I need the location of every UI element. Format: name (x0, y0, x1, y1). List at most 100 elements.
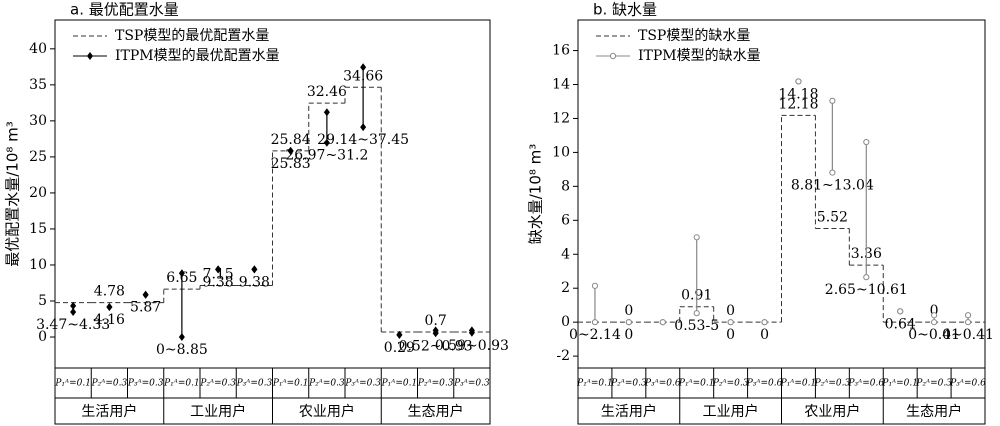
group-label: 生活用户 (601, 403, 657, 420)
group-label: 生态用户 (408, 403, 464, 420)
range-low (70, 308, 77, 317)
range-high (396, 330, 403, 339)
value-label: 0~0.41 (908, 327, 960, 343)
range-high (931, 312, 938, 319)
range-high (251, 265, 258, 274)
range-high (106, 303, 113, 312)
range-high (178, 269, 185, 278)
y-tick-label: 5 (38, 293, 47, 309)
range-high (360, 63, 367, 72)
value-label: 7.15 (203, 267, 234, 283)
value-label: 26.97~31.2 (285, 148, 368, 164)
group-label: 农业用户 (804, 403, 860, 420)
legend-marker (609, 52, 617, 60)
y-tick-label: 0 (561, 314, 570, 330)
y-tick-label: 15 (29, 221, 47, 237)
value-label: 0.64 (885, 316, 916, 332)
range-high (659, 319, 666, 326)
range-high (693, 234, 700, 241)
range-high (863, 138, 870, 146)
range-high (468, 326, 475, 335)
range-high (215, 265, 222, 274)
category-label: P₂ᴬ=0.3 (417, 379, 454, 389)
category-label: P₃ᴬ=0.3 (236, 379, 273, 389)
group-label: 生态用户 (906, 403, 962, 420)
group-label: 农业用户 (299, 403, 355, 420)
category-label: P₂ᴬ=0.3 (610, 379, 647, 389)
range-high (287, 146, 294, 155)
category-label: P₁ᴬ=0.1 (272, 379, 309, 389)
y-tick-label: 12 (552, 110, 570, 126)
category-label: P₂ᴬ=0.3 (712, 379, 749, 389)
value-label: 25.83 (271, 156, 311, 172)
range-low (931, 319, 938, 326)
category-label: P₁ᴬ=0.1 (678, 379, 715, 389)
value-label: 5.52 (817, 209, 848, 225)
range-high (795, 78, 802, 85)
value-label: 25.84 (271, 132, 311, 148)
category-label: P₁ᴬ=0.1 (54, 379, 91, 389)
y-tick-label: 10 (29, 257, 47, 273)
value-label: 8.81~13.04 (791, 178, 874, 194)
value-label: 32.46 (307, 84, 347, 100)
category-label: P₂ᴬ=0.3 (91, 379, 128, 389)
y-tick-label: 0 (38, 329, 47, 345)
range-high (829, 97, 836, 104)
value-label: 14.18 (778, 86, 818, 102)
group-label: 工业用户 (703, 403, 759, 420)
value-label: 0.53-5 (674, 318, 719, 334)
value-label: 0 (624, 327, 633, 343)
range-low (964, 319, 972, 326)
y-tick-label: 10 (552, 144, 570, 160)
range-low (178, 333, 185, 342)
y-tick-label: 4 (561, 246, 570, 262)
value-label: 0 (930, 303, 939, 319)
legend-label: ITPM模型的缺水量 (638, 48, 761, 64)
range-high (897, 308, 904, 315)
value-label: 12.18 (778, 96, 818, 112)
category-label: P₃ᴬ=0.6 (949, 379, 986, 389)
value-label: 3.47~4.33 (36, 317, 110, 333)
y-tick-label: 14 (552, 77, 570, 93)
range-high (727, 319, 734, 326)
category-label: P₁ᴬ=0.1 (163, 379, 200, 389)
y-tick-label: 6 (561, 212, 570, 228)
category-label: P₃ᴬ=0.3 (344, 379, 381, 389)
range-low (829, 169, 836, 176)
value-label: 0.59~0.93 (435, 338, 509, 354)
legend-label: ITPM模型的最优配置水量 (115, 48, 280, 64)
category-label: P₃ᴬ=0.6 (847, 379, 884, 389)
chart-title: b. 缺水量 (593, 1, 657, 19)
value-label: 4.16 (94, 312, 125, 328)
value-label: 2.65~10.61 (825, 282, 908, 298)
range-high (142, 290, 149, 299)
legend-label: TSP模型的最优配置水量 (115, 28, 269, 44)
value-label: 0 (726, 327, 735, 343)
range-high (432, 326, 439, 335)
group-label: 生活用户 (81, 403, 137, 420)
category-label: P₁ᴬ=0.1 (381, 379, 418, 389)
y-tick-label: 16 (552, 43, 570, 59)
y-tick-label: 30 (29, 113, 47, 129)
range-low (591, 319, 599, 326)
category-label: P₁ᴬ=0.1 (780, 379, 817, 389)
y-tick-label: 35 (29, 77, 47, 93)
category-label: P₃ᴬ=0.3 (453, 379, 490, 389)
value-label: 0 (726, 303, 735, 319)
y-tick-label: -2 (556, 348, 570, 364)
range-low (693, 310, 700, 317)
value-label: 0~0.41 (942, 327, 994, 343)
value-label: 4.78 (94, 284, 125, 300)
value-label: 29.14~37.45 (317, 132, 409, 148)
group-label: 工业用户 (190, 403, 246, 420)
value-label: 0.7 (424, 313, 446, 329)
range-low (360, 123, 367, 132)
range-high (625, 319, 632, 326)
category-label: P₃ᴬ=0.3 (127, 379, 164, 389)
range-low (323, 138, 330, 147)
value-label: 0.52~0.93 (399, 338, 473, 354)
y-tick-label: 2 (561, 280, 570, 296)
category-label: P₂ᴬ=0.3 (915, 379, 952, 389)
range-high (761, 319, 768, 326)
